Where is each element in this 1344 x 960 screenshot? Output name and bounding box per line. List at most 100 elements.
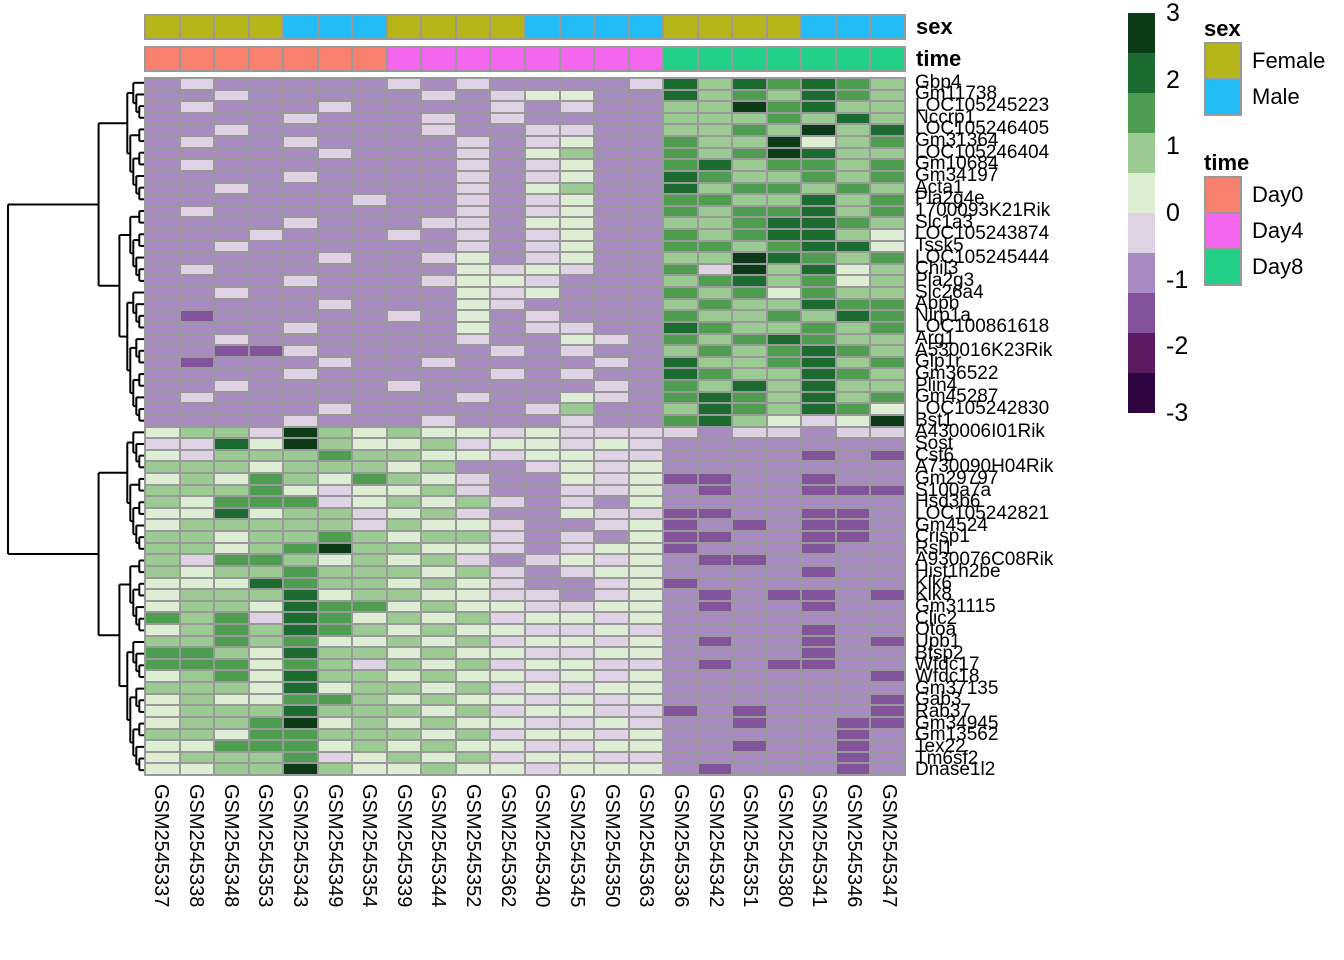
- heatmap-cell: [767, 508, 801, 519]
- heatmap-cell: [284, 671, 317, 682]
- heatmap-cell: [387, 741, 421, 751]
- time-annotation-cell: [698, 48, 732, 70]
- heatmap-cell: [456, 462, 490, 472]
- heatmap-cell: [215, 741, 248, 751]
- heatmap-cell: [664, 601, 697, 612]
- time-annotation-cell: [249, 48, 283, 70]
- heatmap-cell: [318, 195, 352, 205]
- heatmap-cell: [318, 624, 352, 635]
- heatmap-cell: [629, 741, 663, 751]
- heatmap-cell: [629, 334, 663, 345]
- heatmap-cell: [560, 706, 594, 716]
- heatmap-cell: [353, 427, 386, 438]
- heatmap-cell: [456, 532, 490, 542]
- heatmap-cell: [733, 520, 766, 531]
- heatmap-cell: [802, 532, 835, 542]
- heatmap-cell: [387, 624, 421, 635]
- heatmap-cell: [767, 566, 801, 577]
- heatmap-cell: [629, 555, 663, 565]
- row-label: Gbp4: [915, 71, 962, 93]
- row-label: Bst1: [915, 409, 954, 431]
- row-label: Klk8: [915, 584, 952, 606]
- heatmap-cell: [146, 590, 179, 600]
- heatmap-cell: [767, 752, 801, 763]
- heatmap-cell: [560, 171, 594, 182]
- heatmap-cell: [595, 381, 628, 391]
- legend-sex-label: Male: [1252, 84, 1300, 109]
- heatmap-cell: [491, 253, 524, 263]
- heatmap-cell: [387, 671, 421, 682]
- heatmap-cell: [387, 764, 421, 774]
- heatmap-cell: [802, 590, 835, 600]
- heatmap-cell: [284, 90, 317, 101]
- heatmap-cell: [422, 241, 455, 252]
- colorbar-block: [1128, 53, 1155, 93]
- heatmap-cell: [215, 450, 248, 461]
- heatmap-cell: [284, 741, 317, 751]
- heatmap-cell: [249, 543, 283, 554]
- heatmap-cell: [422, 311, 455, 321]
- heatmap-cell: [146, 578, 179, 589]
- heatmap-cell: [629, 671, 663, 682]
- heatmap-cell: [387, 694, 421, 705]
- heatmap-cell: [387, 79, 421, 89]
- heatmap-cell: [180, 392, 214, 403]
- heatmap-cell: [180, 624, 214, 635]
- heatmap-cell: [180, 218, 214, 229]
- heatmap-cell: [456, 183, 490, 194]
- heatmap-cell: [871, 392, 904, 403]
- heatmap-cell: [387, 241, 421, 252]
- sex-annotation-cell: [526, 16, 559, 38]
- heatmap-cell: [836, 636, 870, 647]
- heatmap-cell: [456, 311, 490, 321]
- heatmap-cell: [595, 427, 628, 438]
- heatmap-cell: [387, 497, 421, 507]
- heatmap-cell: [767, 601, 801, 612]
- heatmap-cell: [249, 601, 283, 612]
- heatmap-cell: [284, 381, 317, 391]
- heatmap-cell: [595, 299, 628, 310]
- row-label: Abpb: [915, 293, 960, 315]
- time-annotation-cell: [491, 48, 524, 70]
- heatmap-cell: [491, 717, 524, 728]
- heatmap-cell: [802, 404, 835, 414]
- heatmap-cell: [664, 241, 697, 252]
- heatmap-cell: [353, 125, 386, 136]
- heatmap-cell: [698, 288, 732, 298]
- heatmap-cell: [871, 427, 904, 438]
- heatmap-cell: [180, 125, 214, 136]
- heatmap-cell: [871, 648, 904, 658]
- legend-sex-swatch: [1204, 78, 1242, 116]
- heatmap-cell: [733, 137, 766, 147]
- row-label: Gm36522: [915, 363, 999, 385]
- heatmap-cell: [249, 508, 283, 519]
- heatmap-cell: [698, 206, 732, 217]
- heatmap-cell: [871, 79, 904, 89]
- heatmap-cell: [595, 543, 628, 554]
- heatmap-cell: [871, 752, 904, 763]
- heatmap-cell: [422, 381, 455, 391]
- heatmap-cell: [422, 160, 455, 170]
- column-label: GSM2545338: [184, 784, 207, 908]
- heatmap-cell: [595, 764, 628, 774]
- time-annotation-cell: [215, 48, 248, 70]
- heatmap-cell: [491, 102, 524, 112]
- heatmap-cell: [146, 671, 179, 682]
- heatmap-cell: [733, 439, 766, 449]
- heatmap-cell: [767, 253, 801, 263]
- row-label: Gm34197: [915, 165, 999, 187]
- heatmap-cell: [526, 253, 559, 263]
- heatmap-cell: [215, 473, 248, 484]
- heatmap-cell: [180, 683, 214, 693]
- column-label: GSM2545340: [531, 784, 554, 908]
- heatmap-cell: [491, 369, 524, 380]
- heatmap-cell: [422, 404, 455, 414]
- heatmap-cell: [456, 253, 490, 263]
- sex-annotation-cell: [595, 16, 628, 38]
- heatmap-cell: [215, 346, 248, 356]
- heatmap-cell: [456, 230, 490, 240]
- heatmap-cell: [629, 299, 663, 310]
- heatmap-cell: [560, 590, 594, 600]
- heatmap-cell: [215, 206, 248, 217]
- row-label: Gab3: [915, 689, 962, 711]
